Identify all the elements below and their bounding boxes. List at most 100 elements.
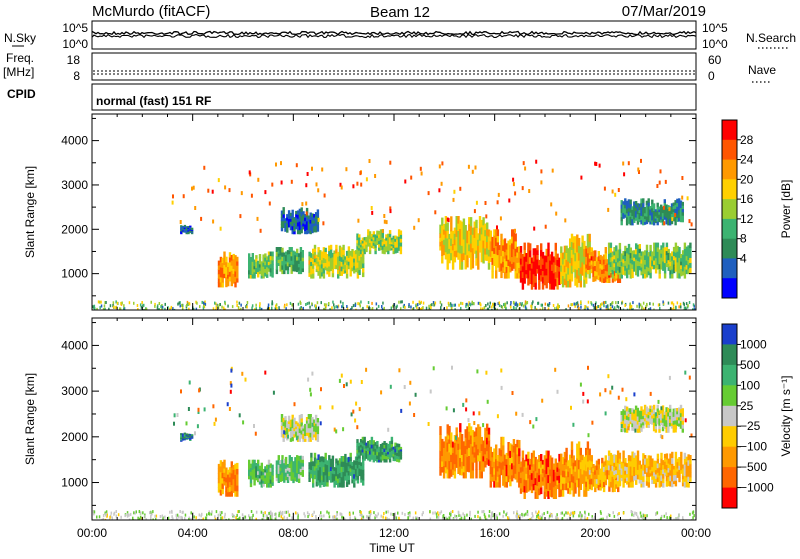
- ground-scatter-cell: [200, 514, 202, 517]
- data-region-cell: [259, 257, 261, 261]
- ground-scatter-cell: [177, 303, 179, 306]
- ground-scatter-cell: [391, 307, 393, 310]
- ground-scatter-cell: [671, 302, 673, 305]
- ground-scatter-cell: [236, 301, 238, 304]
- data-region-cell: [499, 474, 501, 481]
- sparse-echo-cell: [485, 201, 487, 205]
- ground-scatter-cell: [534, 306, 536, 309]
- data-region-cell: [585, 277, 587, 284]
- sparse-echo-cell: [665, 180, 667, 184]
- ground-scatter-cell: [199, 305, 201, 308]
- ground-scatter-cell: [270, 515, 272, 518]
- ground-scatter-cell: [110, 304, 112, 307]
- sparse-echo-cell: [421, 172, 423, 176]
- sparse-echo-cell: [307, 172, 309, 176]
- ground-scatter-cell: [278, 514, 280, 517]
- ground-scatter-cell: [400, 301, 402, 304]
- data-region-cell: [346, 274, 348, 279]
- ground-scatter-cell: [286, 303, 288, 306]
- ground-scatter-cell: [492, 303, 494, 306]
- ground-scatter-cell: [355, 304, 357, 307]
- ground-scatter-cell: [133, 302, 135, 305]
- sparse-echo-cell: [474, 209, 476, 213]
- ground-scatter-cell: [157, 306, 159, 309]
- sparse-echo-cell: [513, 182, 515, 186]
- sparse-echo-cell: [257, 178, 259, 182]
- sparse-echo-cell: [360, 183, 362, 187]
- ground-scatter-cell: [332, 301, 334, 304]
- nsearch-trace: [92, 35, 696, 38]
- data-region-cell: [538, 284, 540, 289]
- ground-scatter-cell: [272, 300, 274, 303]
- data-region-cell: [389, 230, 391, 234]
- ground-scatter-cell: [693, 303, 695, 306]
- ground-scatter-cell: [545, 303, 547, 306]
- ground-scatter-cell: [450, 304, 452, 307]
- data-region-cell: [488, 263, 490, 270]
- data-region-cell: [447, 223, 449, 231]
- ground-scatter-cell: [458, 512, 460, 515]
- ground-scatter-cell: [182, 511, 184, 514]
- ground-scatter-cell: [288, 510, 290, 513]
- sparse-echo-cell: [689, 219, 691, 223]
- sparse-echo-cell: [691, 222, 693, 226]
- data-region-cell: [223, 252, 225, 257]
- data-region-cell: [655, 429, 657, 433]
- ground-scatter-cell: [341, 513, 343, 516]
- data-region-cell: [456, 427, 458, 434]
- ground-scatter-cell: [111, 512, 113, 515]
- data-region-cell: [387, 250, 389, 254]
- data-region-cell: [373, 231, 375, 234]
- ground-scatter-cell: [321, 301, 323, 304]
- ground-scatter-cell: [132, 517, 134, 520]
- sparse-echo-cell: [498, 193, 500, 197]
- data-region-cell: [660, 453, 662, 459]
- data-region-cell: [287, 270, 289, 274]
- data-region-cell: [622, 451, 624, 458]
- sparse-echo-cell: [318, 218, 320, 222]
- ground-scatter-cell: [426, 307, 428, 310]
- data-region-cell: [648, 424, 650, 428]
- ground-scatter-cell: [368, 301, 370, 304]
- data-region-cell: [631, 481, 633, 487]
- data-region-cell: [450, 216, 452, 224]
- data-region-cell: [598, 459, 600, 465]
- ground-scatter-cell: [521, 302, 523, 305]
- ground-scatter-cell: [346, 305, 348, 308]
- data-region-cell: [317, 228, 319, 232]
- data-region-cell: [689, 248, 691, 254]
- data-region-cell: [450, 432, 452, 440]
- sparse-echo-cell: [371, 206, 373, 210]
- ground-scatter-cell: [521, 513, 523, 516]
- data-region-cell: [678, 247, 680, 253]
- ground-scatter-cell: [124, 514, 126, 517]
- ground-scatter-cell: [176, 514, 178, 517]
- ground-scatter-cell: [568, 304, 570, 307]
- data-region-cell: [639, 461, 641, 465]
- sparse-echo-cell: [280, 161, 282, 165]
- ground-scatter-cell: [297, 512, 299, 515]
- ground-scatter-cell: [203, 304, 205, 307]
- data-region-cell: [621, 221, 623, 226]
- ground-scatter-cell: [417, 303, 419, 306]
- sparse-echo-cell: [599, 164, 601, 168]
- data-region-cell: [302, 250, 304, 254]
- data-region-cell: [475, 220, 477, 228]
- ground-scatter-cell: [329, 515, 331, 518]
- ground-scatter-cell: [390, 513, 392, 516]
- ground-scatter-cell: [263, 514, 265, 517]
- ground-scatter-cell: [478, 302, 480, 305]
- data-region-cell: [459, 423, 461, 432]
- ground-scatter-cell: [677, 301, 679, 304]
- ground-scatter-cell: [610, 303, 612, 306]
- data-region-cell: [332, 456, 334, 461]
- ground-scatter-cell: [232, 305, 234, 308]
- sparse-echo-cell: [311, 167, 313, 171]
- ground-scatter-cell: [112, 517, 114, 520]
- data-region-cell: [540, 243, 542, 250]
- sparse-echo-cell: [356, 182, 358, 186]
- ground-scatter-cell: [325, 305, 327, 308]
- sparse-echo-cell: [660, 169, 662, 173]
- ground-scatter-cell: [597, 305, 599, 308]
- ground-scatter-cell: [662, 301, 664, 304]
